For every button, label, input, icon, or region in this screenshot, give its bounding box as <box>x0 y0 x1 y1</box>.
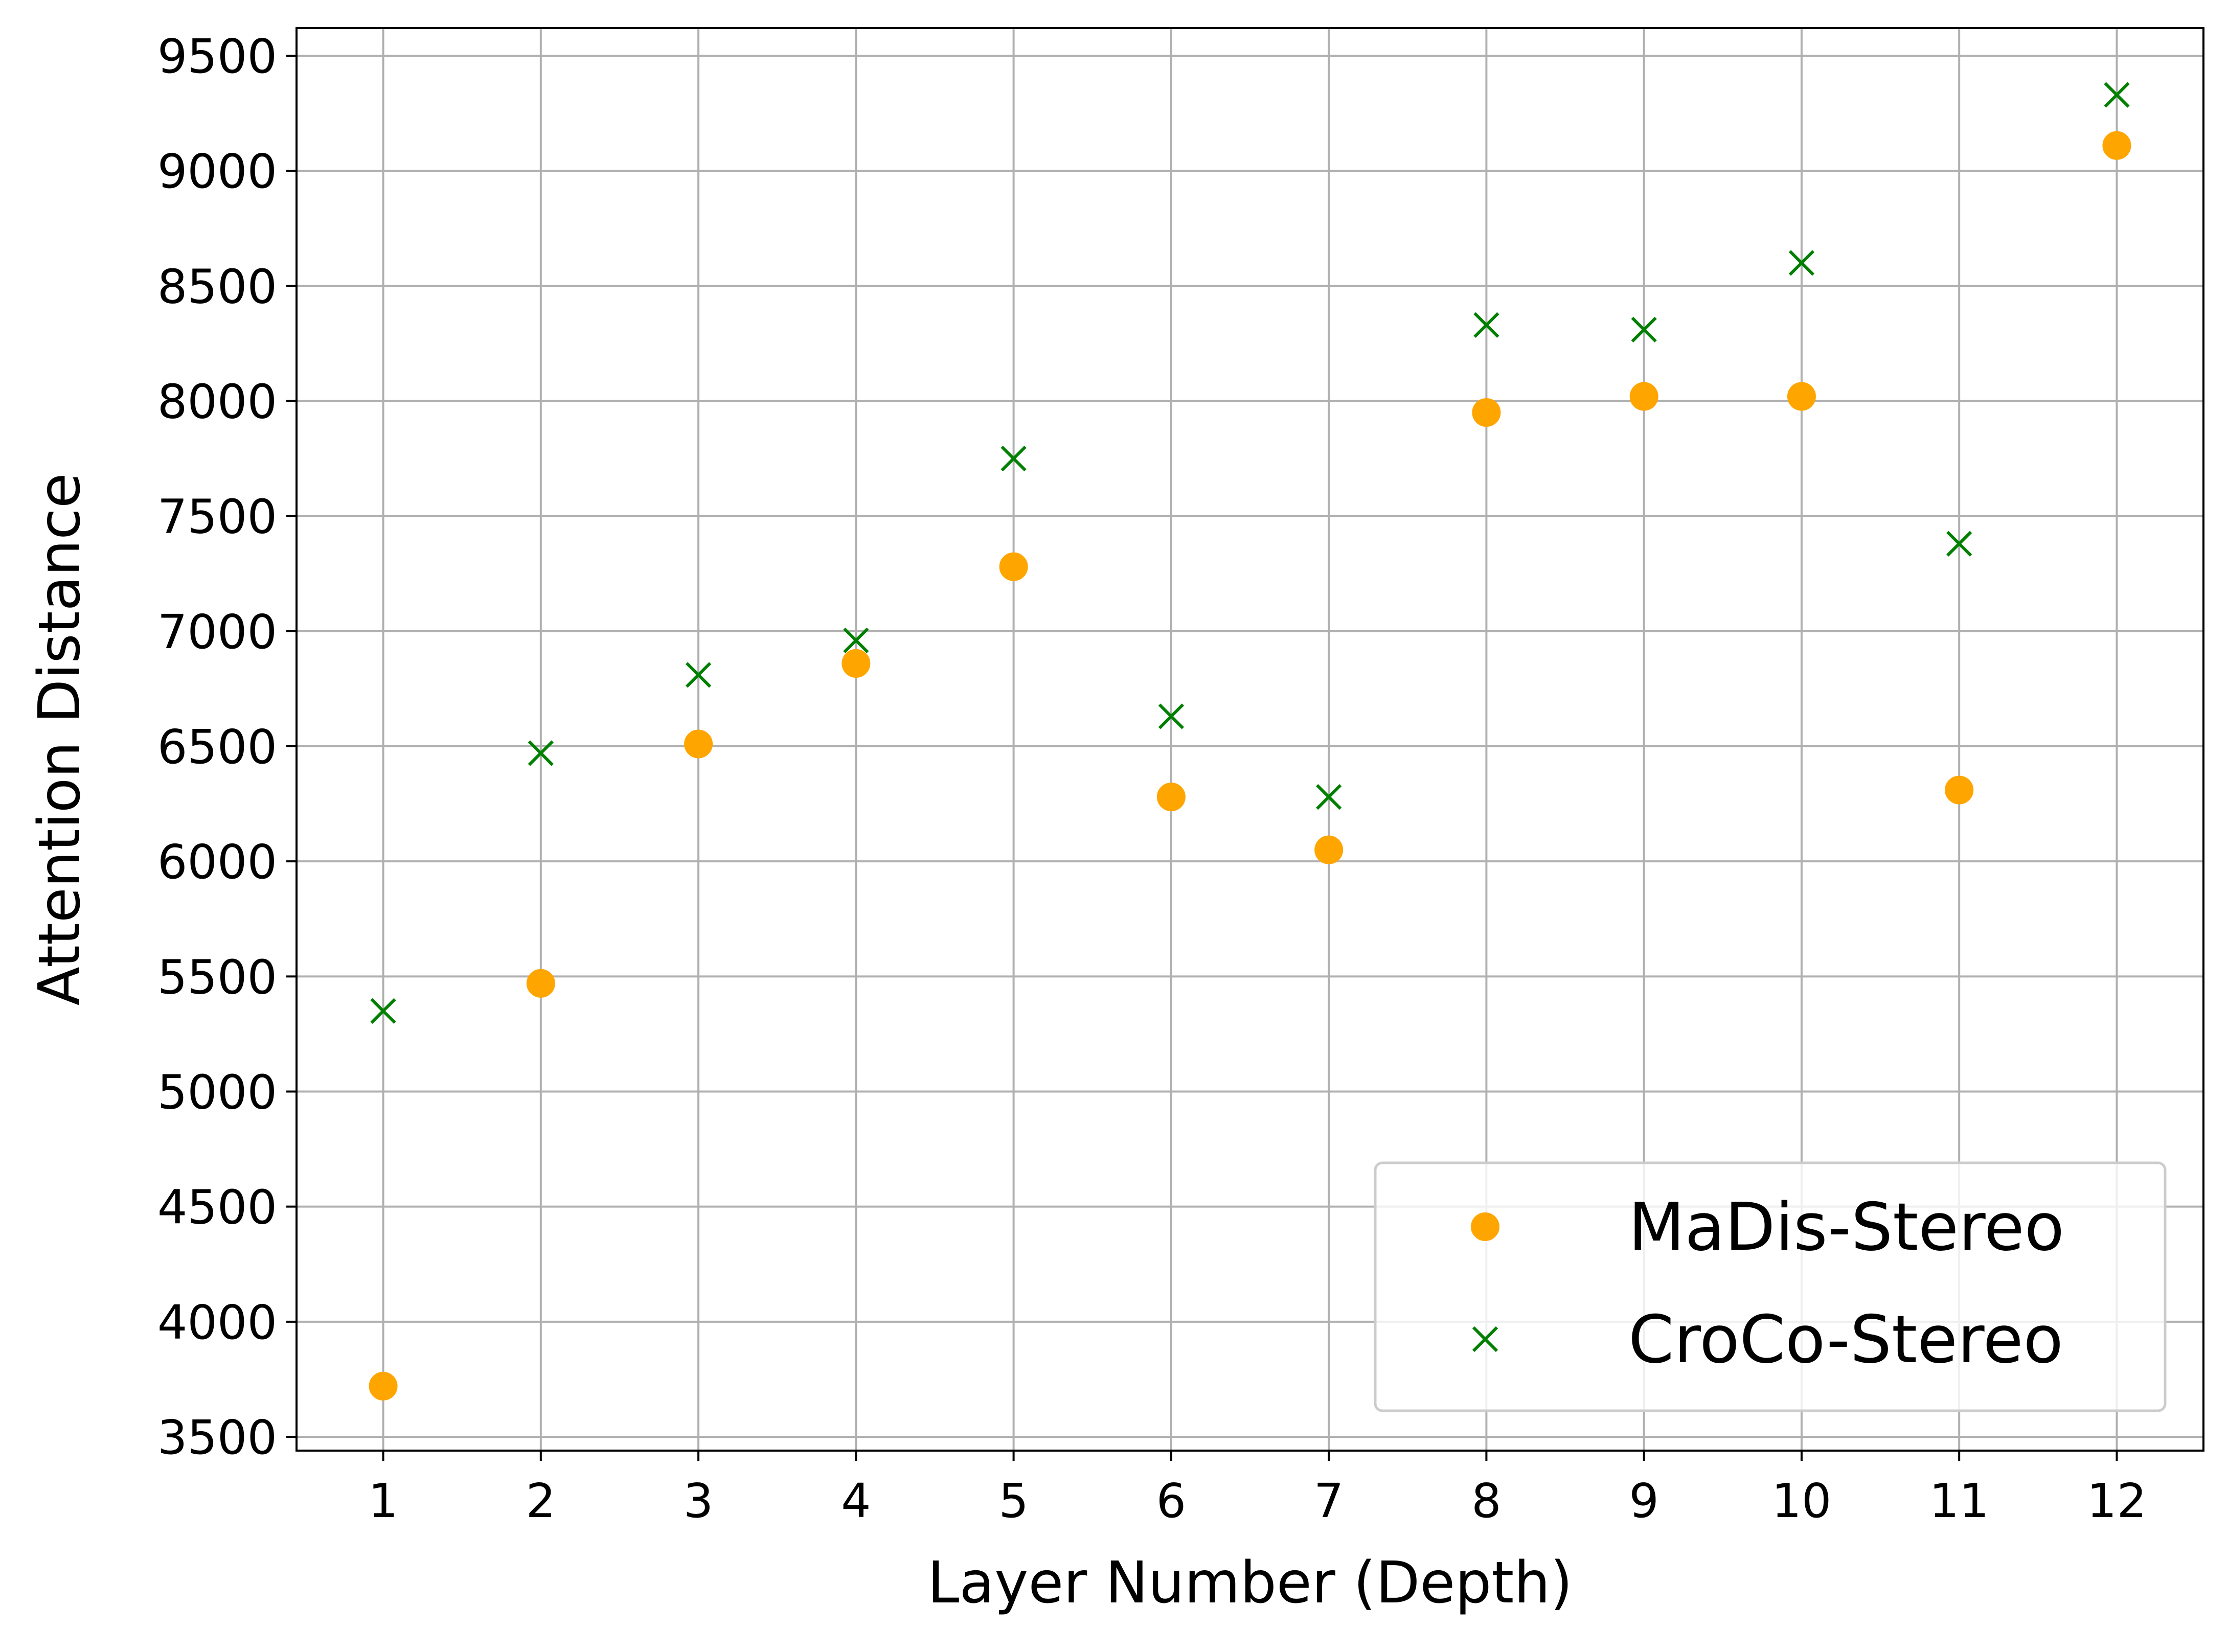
data-point-croco-stereo <box>1631 316 1657 343</box>
x-marker-stroke <box>1001 445 1027 472</box>
legend-marker-croco-stereo <box>1472 1326 1498 1352</box>
y-tick-label: 8500 <box>157 259 277 314</box>
x-tick-label: 6 <box>1156 1474 1187 1528</box>
y-tick-label: 6000 <box>157 835 277 889</box>
x-tick-label: 2 <box>526 1474 556 1528</box>
x-axis-label: Layer Number (Depth) <box>927 1550 1573 1616</box>
y-tick-label: 5500 <box>157 950 277 1004</box>
x-tick-label: 9 <box>1629 1474 1659 1528</box>
x-marker-stroke <box>1946 531 1972 557</box>
data-point-croco-stereo <box>1788 250 1815 276</box>
y-axis-label: Attention Distance <box>27 473 93 1005</box>
y-tick-label: 7000 <box>157 605 277 659</box>
x-marker-stroke <box>1472 1326 1498 1352</box>
legend: MaDis-Stereo CroCo-Stereo <box>1374 1161 2167 1412</box>
data-point-croco-stereo <box>1946 531 1972 557</box>
y-tick-label: 3500 <box>157 1410 277 1465</box>
x-marker-stroke <box>685 662 712 688</box>
x-marker-stroke <box>1631 316 1657 343</box>
data-point-croco-stereo <box>528 740 554 766</box>
legend-label-madis-stereo: MaDis-Stereo <box>1628 1189 2064 1266</box>
y-tick-label: 7500 <box>157 490 277 544</box>
data-point-croco-stereo <box>685 662 712 688</box>
x-tick-label: 3 <box>684 1474 714 1528</box>
data-point-madis-stereo <box>1945 775 1974 805</box>
x-marker-stroke <box>528 740 554 766</box>
data-point-croco-stereo <box>843 627 869 653</box>
legend-marker-cross <box>1472 1326 1498 1352</box>
legend-marker-madis-stereo <box>1471 1212 1499 1241</box>
data-point-croco-stereo <box>1473 312 1499 338</box>
legend-box <box>1374 1161 2167 1412</box>
x-tick-label: 12 <box>2087 1474 2147 1528</box>
data-point-madis-stereo <box>1314 835 1344 864</box>
x-tick-label: 10 <box>1771 1474 1831 1528</box>
data-point-croco-stereo <box>2104 82 2130 108</box>
data-points <box>369 82 2131 1401</box>
data-point-croco-stereo <box>370 998 396 1024</box>
y-tick-label: 9500 <box>157 29 277 84</box>
data-point-madis-stereo <box>1472 398 1501 427</box>
data-point-croco-stereo <box>1158 703 1184 729</box>
data-point-madis-stereo <box>1629 382 1658 411</box>
x-marker-stroke <box>1788 250 1815 276</box>
x-tick-label: 5 <box>998 1474 1029 1528</box>
legend-label-croco-stereo: CroCo-Stereo <box>1628 1302 2063 1378</box>
data-point-madis-stereo <box>2102 131 2131 160</box>
x-marker-stroke <box>1316 784 1342 810</box>
data-point-madis-stereo <box>999 552 1028 581</box>
legend-marker-dot <box>1471 1212 1499 1241</box>
y-tick-label: 4500 <box>157 1180 277 1235</box>
x-tick-label: 4 <box>841 1474 871 1528</box>
x-marker-stroke <box>1158 703 1184 729</box>
data-point-madis-stereo <box>526 969 555 998</box>
x-marker-stroke <box>1473 312 1499 338</box>
data-point-croco-stereo <box>1316 784 1342 810</box>
y-tick-label: 5000 <box>157 1065 277 1119</box>
data-point-madis-stereo <box>369 1371 398 1401</box>
x-tick-label: 8 <box>1471 1474 1502 1528</box>
data-point-madis-stereo <box>842 649 871 678</box>
x-marker-stroke <box>370 998 396 1024</box>
x-tick-label: 11 <box>1929 1474 1989 1528</box>
data-point-madis-stereo <box>1156 783 1186 812</box>
data-point-madis-stereo <box>684 729 713 759</box>
data-point-madis-stereo <box>1787 382 1816 411</box>
y-tick-label: 8000 <box>157 375 277 429</box>
x-tick-label: 7 <box>1314 1474 1344 1528</box>
y-tick-label: 4000 <box>157 1295 277 1350</box>
x-tick-label: 1 <box>368 1474 398 1528</box>
plot-frame <box>295 27 2204 1452</box>
y-tick-label: 6500 <box>157 720 277 774</box>
x-marker-stroke <box>843 627 869 653</box>
y-tick-label: 9000 <box>157 144 277 199</box>
data-point-croco-stereo <box>1001 445 1027 472</box>
axis-ticks: 1 2 3 4 5 6 7 8 9 10 11 123500400045005000550060006… <box>157 29 2147 1528</box>
x-marker-stroke <box>2104 82 2130 108</box>
